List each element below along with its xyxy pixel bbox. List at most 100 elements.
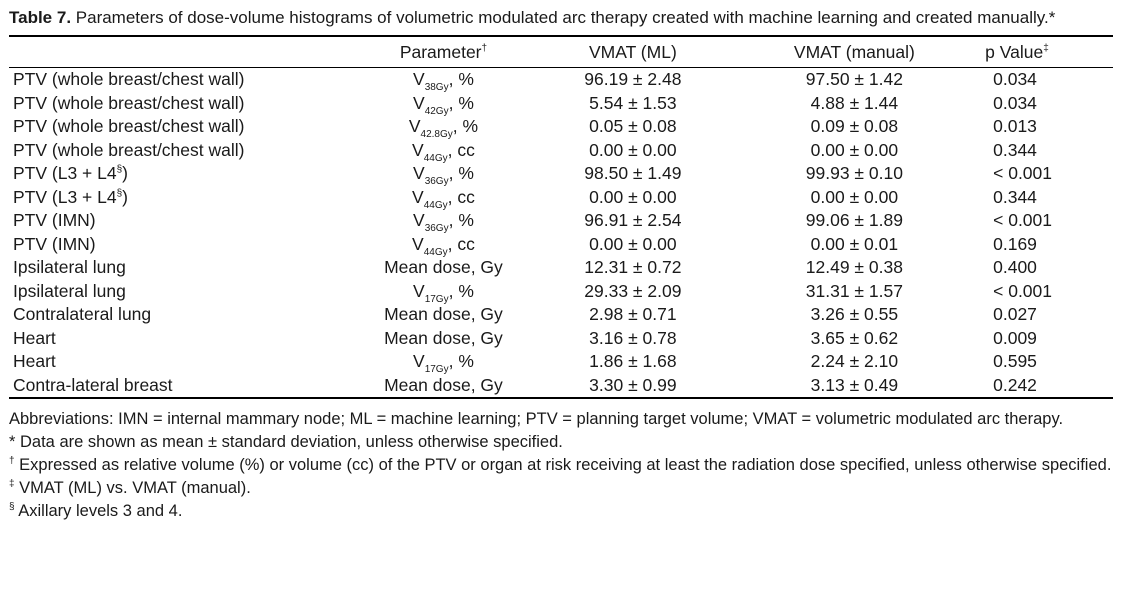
cell-p-value: 0.009: [993, 327, 1037, 348]
table-header-row: Parameter† VMAT (ML) VMAT (manual) p Val…: [9, 35, 1113, 68]
table-footnotes: Abbreviations: IMN = internal mammary no…: [9, 408, 1113, 523]
cell-parameter: V42.8Gy, %: [408, 116, 479, 140]
cell-parameter: Mean dose, Gy: [384, 304, 503, 324]
cell-vmat-ml: 0.00 ± 0.00: [589, 139, 677, 160]
cell-p-value: 0.034: [993, 92, 1037, 113]
cell-parameter: V17Gy, %: [413, 351, 474, 375]
table-row: Heart Mean dose, Gy 3.16 ± 0.78 3.65 ± 0.62…: [9, 327, 1113, 351]
cell-structure: PTV (whole breast/chest wall): [13, 139, 245, 160]
cell-vmat-manual: 4.88 ± 1.44: [810, 92, 899, 113]
cell-parameter: V42Gy, %: [413, 92, 474, 117]
cell-structure: PTV (L3 + L4§): [13, 163, 128, 183]
cell-vmat-manual: 12.49 ± 0.38: [805, 257, 903, 277]
cell-p-value: 0.344: [993, 139, 1037, 160]
table-row: Heart V17Gy, % 1.86 ± 1.68 2.24 ± 2.10 0.595: [9, 350, 1113, 375]
table-caption-text: Parameters of dose-volume histograms of …: [71, 8, 1056, 27]
table-caption: Table 7. Parameters of dose-volume histo…: [9, 6, 1113, 29]
header-vmat-ml: VMAT (ML): [522, 35, 744, 68]
cell-vmat-ml: 3.30 ± 0.99: [522, 373, 744, 399]
cell-vmat-ml: 3.16 ± 0.78: [589, 327, 677, 348]
table-figure: Table 7. Parameters of dose-volume histo…: [9, 6, 1113, 523]
cell-p-value: 0.242: [965, 373, 1113, 399]
cell-structure: PTV (whole breast/chest wall): [13, 69, 245, 89]
star-note: * Data are shown as mean ± standard devi…: [9, 433, 563, 451]
cell-vmat-ml: 1.86 ± 1.68: [589, 351, 677, 371]
cell-vmat-manual: 31.31 ± 1.57: [805, 280, 903, 301]
dvh-table: Parameter† VMAT (ML) VMAT (manual) p Val…: [9, 35, 1113, 399]
table-row: PTV (whole breast/chest wall) V42.8Gy, % 0…: [9, 115, 1113, 140]
double-dagger-note: ‡ VMAT (ML) vs. VMAT (manual).: [9, 478, 251, 497]
cell-structure: PTV (whole breast/chest wall): [13, 92, 245, 113]
cell-p-value: 0.595: [993, 351, 1037, 371]
cell-p-value: < 0.001: [993, 210, 1052, 230]
table-row: Ipsilateral lung V17Gy, % 29.33 ± 2.09 31.3…: [9, 280, 1113, 305]
cell-vmat-ml: 5.54 ± 1.53: [589, 92, 677, 113]
table-row: PTV (L3 + L4§) V44Gy, cc 0.00 ± 0.00 0.00 ±…: [9, 186, 1113, 211]
cell-parameter: V36Gy, %: [413, 163, 474, 187]
cell-vmat-manual: 2.24 ± 2.10: [810, 351, 899, 371]
table-row: PTV (whole breast/chest wall) V38Gy, % 96.…: [9, 68, 1113, 93]
table-row: PTV (whole breast/chest wall) V42Gy, % 5.5…: [9, 92, 1113, 117]
table-row: PTV (L3 + L4§) V36Gy, % 98.50 ± 1.49 99.93 …: [9, 162, 1113, 187]
header-vmat-manual: VMAT (manual): [743, 35, 966, 68]
cell-vmat-manual: 97.50 ± 1.42: [805, 69, 903, 89]
cell-p-value: 0.027: [993, 304, 1037, 324]
table-row: Ipsilateral lung Mean dose, Gy 12.31 ± 0.7…: [9, 256, 1113, 280]
cell-vmat-manual: 3.13 ± 0.49: [743, 373, 966, 399]
header-structure: [9, 35, 365, 68]
cell-vmat-manual: 0.09 ± 0.08: [810, 116, 899, 136]
cell-vmat-manual: 99.06 ± 1.89: [805, 210, 903, 230]
cell-vmat-ml: 0.00 ± 0.00: [589, 186, 677, 207]
cell-structure: Ipsilateral lung: [13, 257, 126, 277]
table-row: PTV (IMN) V44Gy, cc 0.00 ± 0.00 0.00 ± 0.01…: [9, 233, 1113, 258]
cell-vmat-manual: 99.93 ± 0.10: [805, 163, 903, 183]
cell-parameter: Mean dose, Gy: [384, 257, 503, 277]
cell-vmat-ml: 96.91 ± 2.54: [584, 210, 682, 230]
cell-parameter: V44Gy, cc: [412, 139, 475, 164]
header-parameter: Parameter†: [364, 35, 523, 68]
cell-structure: Ipsilateral lung: [13, 280, 126, 301]
cell-structure: Contra-lateral breast: [9, 373, 365, 399]
cell-parameter: V38Gy, %: [413, 69, 474, 93]
cell-vmat-ml: 12.31 ± 0.72: [584, 257, 682, 277]
cell-vmat-manual: 3.65 ± 0.62: [810, 327, 899, 348]
table-row: Contra-lateral breast Mean dose, Gy 3.30 ±…: [9, 373, 1113, 399]
cell-parameter: Mean dose, Gy: [384, 327, 503, 348]
cell-p-value: 0.013: [993, 116, 1037, 136]
cell-vmat-ml: 96.19 ± 2.48: [584, 69, 682, 89]
cell-vmat-manual: 0.00 ± 0.01: [810, 233, 899, 254]
table-row: PTV (IMN) V36Gy, % 96.91 ± 2.54 99.06 ± 1.8…: [9, 209, 1113, 234]
cell-p-value: < 0.001: [993, 280, 1052, 301]
cell-vmat-ml: 2.98 ± 0.71: [589, 304, 677, 324]
cell-vmat-ml: 29.33 ± 2.09: [584, 280, 682, 301]
cell-structure: Contralateral lung: [13, 304, 152, 324]
cell-p-value: 0.400: [993, 257, 1037, 277]
cell-vmat-manual: 0.00 ± 0.00: [810, 139, 899, 160]
cell-parameter: V44Gy, cc: [412, 186, 475, 211]
section-note: § Axillary levels 3 and 4.: [9, 501, 183, 520]
cell-structure: Heart: [13, 351, 56, 371]
cell-structure: Heart: [13, 327, 56, 348]
cell-vmat-ml: 98.50 ± 1.49: [584, 163, 682, 183]
cell-structure: PTV (L3 + L4§): [13, 186, 128, 207]
dagger-note: † Expressed as relative volume (%) or vo…: [9, 455, 1112, 474]
cell-p-value: < 0.001: [993, 163, 1052, 183]
cell-structure: PTV (whole breast/chest wall): [13, 116, 245, 136]
cell-vmat-ml: 0.05 ± 0.08: [589, 116, 677, 136]
cell-parameter: V44Gy, cc: [412, 233, 475, 258]
cell-parameter: V36Gy, %: [413, 210, 474, 234]
abbreviations-note: Abbreviations: IMN = internal mammary no…: [9, 410, 1064, 428]
cell-vmat-ml: 0.00 ± 0.00: [589, 233, 677, 254]
table-row: PTV (whole breast/chest wall) V44Gy, cc 0.…: [9, 139, 1113, 164]
cell-p-value: 0.169: [993, 233, 1037, 254]
cell-structure: PTV (IMN): [13, 233, 96, 254]
cell-vmat-manual: 3.26 ± 0.55: [810, 304, 899, 324]
cell-structure: PTV (IMN): [13, 210, 96, 230]
double-dagger-mark: ‡: [1043, 42, 1049, 54]
cell-parameter: Mean dose, Gy: [364, 373, 523, 399]
dagger-mark: †: [481, 42, 488, 54]
cell-parameter: V17Gy, %: [413, 280, 474, 305]
cell-p-value: 0.034: [993, 69, 1037, 89]
cell-vmat-manual: 0.00 ± 0.00: [810, 186, 899, 207]
table-row: Contralateral lung Mean dose, Gy 2.98 ± 0.…: [9, 303, 1113, 327]
